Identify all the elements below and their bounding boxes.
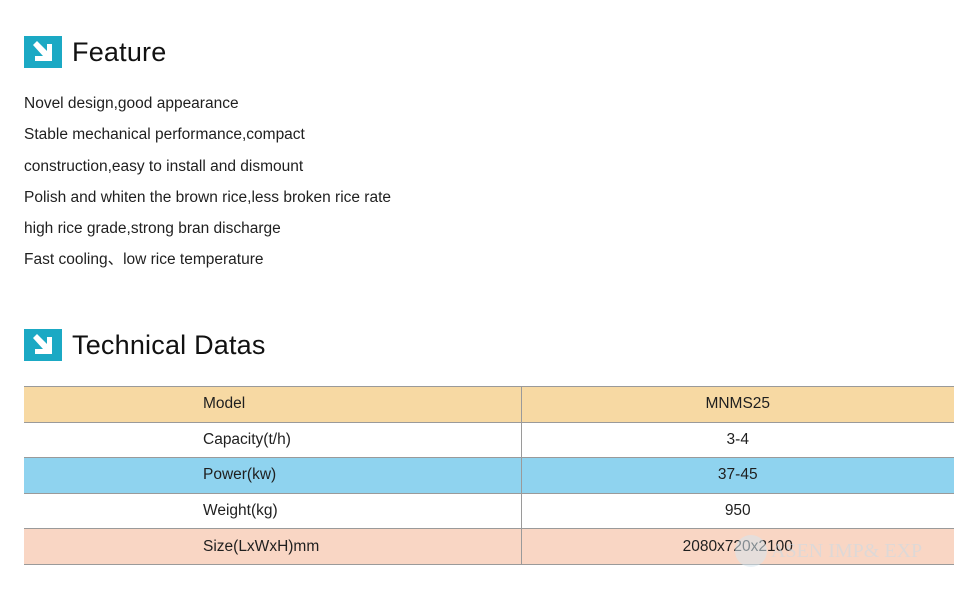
spec-value: 2080x720x2100 <box>521 528 954 565</box>
spec-label: Size(LxWxH)mm <box>24 528 522 565</box>
feature-item: construction,easy to install and dismoun… <box>24 157 304 175</box>
spec-label: Power(kw) <box>24 457 522 494</box>
spec-value: 950 <box>521 492 954 530</box>
arrow-down-right-icon <box>24 329 62 361</box>
feature-item: Polish and whiten the brown rice,less br… <box>24 188 392 206</box>
table-row: Power(kw) 37-45 <box>24 457 954 494</box>
table-row: Weight(kg) 950 <box>24 492 954 530</box>
table-row: Model MNMS25 <box>24 386 954 423</box>
spec-value: 3-4 <box>521 421 954 459</box>
spec-value: MNMS25 <box>521 386 954 423</box>
feature-item: Fast cooling、low rice temperature <box>24 251 264 269</box>
technical-heading: Technical Datas <box>24 329 266 361</box>
table-row: Size(LxWxH)mm 2080x720x2100 <box>24 528 954 565</box>
feature-list: Novel design,good appearance Stable mech… <box>24 94 391 282</box>
feature-item: Stable mechanical performance,compact <box>24 126 305 144</box>
table-row: Capacity(t/h) 3-4 <box>24 421 954 459</box>
arrow-down-right-icon <box>24 36 62 68</box>
feature-item: high rice grade,strong bran discharge <box>24 220 281 238</box>
feature-item: Novel design,good appearance <box>24 95 239 112</box>
spec-label: Weight(kg) <box>24 492 522 530</box>
technical-title: Technical Datas <box>72 329 266 360</box>
spec-value: 37-45 <box>521 457 954 494</box>
spec-label: Model <box>24 386 522 423</box>
feature-heading: Feature <box>24 36 166 68</box>
spec-label: Capacity(t/h) <box>24 421 522 459</box>
spec-table: Model MNMS25 Capacity(t/h) 3-4 Power(kw)… <box>24 386 954 565</box>
feature-title: Feature <box>72 36 167 67</box>
